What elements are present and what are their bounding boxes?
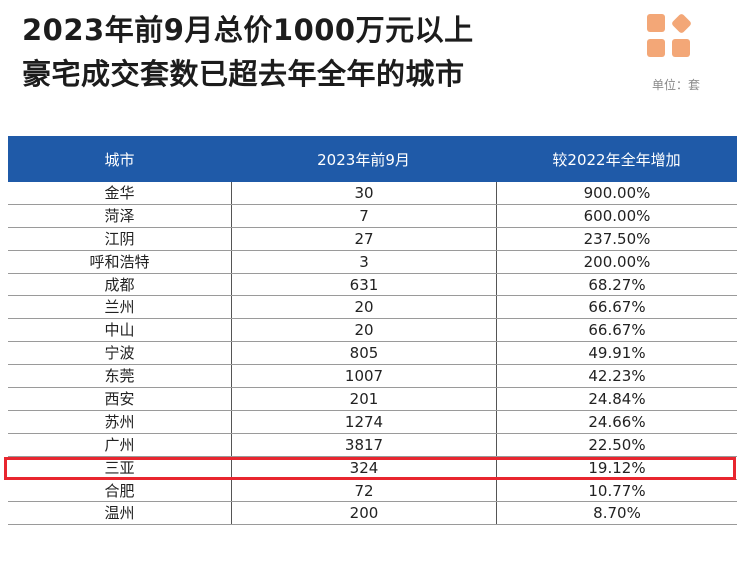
table-row: 东莞 1007 42.23% bbox=[8, 365, 737, 389]
title-line-2: 豪宅成交套数已超去年全年的城市 bbox=[22, 57, 465, 91]
brand-logo-icon bbox=[647, 12, 693, 60]
cell-increase: 42.23% bbox=[496, 365, 737, 388]
cell-city: 江阴 bbox=[104, 229, 135, 248]
cell-increase: 237.50% bbox=[496, 227, 737, 250]
cell-increase: 24.66% bbox=[496, 410, 737, 433]
cell-city: 温州 bbox=[104, 504, 135, 523]
table-row: 江阴 27 237.50% bbox=[8, 227, 737, 251]
table-row: 呼和浩特 3 200.00% bbox=[8, 250, 737, 274]
cell-city: 中山 bbox=[104, 321, 135, 340]
table-row: 菏泽 7 600.00% bbox=[8, 204, 737, 228]
unit-label: 单位：套 bbox=[652, 78, 701, 92]
table-row: 金华 30 900.00% bbox=[8, 182, 737, 205]
cell-count: 324 bbox=[231, 456, 496, 479]
cell-city: 广州 bbox=[104, 435, 135, 454]
table-row: 广州 3817 22.50% bbox=[8, 433, 737, 457]
cell-increase: 600.00% bbox=[496, 204, 737, 227]
cell-count: 7 bbox=[231, 204, 496, 227]
cell-count: 631 bbox=[231, 273, 496, 296]
cell-increase: 66.67% bbox=[496, 319, 737, 342]
cell-increase: 200.00% bbox=[496, 250, 737, 273]
cell-count: 200 bbox=[231, 502, 496, 525]
cell-city: 成都 bbox=[104, 275, 135, 294]
table-row: 温州 200 8.70% bbox=[8, 502, 737, 526]
table-header: 城市 2023年前9月 较2022年全年增加 bbox=[8, 136, 737, 182]
cell-city: 合肥 bbox=[104, 481, 135, 500]
cell-count: 1007 bbox=[231, 365, 496, 388]
logo-square-icon bbox=[647, 14, 665, 32]
cell-count: 30 bbox=[231, 182, 496, 204]
table-row: 中山 20 66.67% bbox=[8, 319, 737, 343]
column-header-city: 城市 bbox=[104, 150, 135, 169]
cell-city: 西安 bbox=[104, 390, 135, 409]
table-row: 苏州 1274 24.66% bbox=[8, 410, 737, 434]
page-title: 2023年前9月总价1000万元以上 豪宅成交套数已超去年全年的城市 bbox=[22, 8, 622, 96]
column-header-increase: 较2022年全年增加 bbox=[552, 150, 681, 169]
table-row: 宁波 805 49.91% bbox=[8, 342, 737, 366]
cell-count: 3 bbox=[231, 250, 496, 273]
cell-count: 72 bbox=[231, 479, 496, 502]
cell-city: 苏州 bbox=[104, 412, 135, 431]
cell-increase: 68.27% bbox=[496, 273, 737, 296]
cell-increase: 8.70% bbox=[496, 502, 737, 525]
cell-count: 27 bbox=[231, 227, 496, 250]
cell-city: 东莞 bbox=[104, 367, 135, 386]
column-header-count: 2023年前9月 bbox=[317, 150, 410, 169]
cell-increase: 22.50% bbox=[496, 433, 737, 456]
title-line-1: 2023年前9月总价1000万元以上 bbox=[22, 13, 474, 47]
cell-city: 菏泽 bbox=[104, 206, 135, 225]
cell-city: 宁波 bbox=[104, 344, 135, 363]
table-row: 合肥 72 10.77% bbox=[8, 479, 737, 503]
logo-diamond-icon bbox=[670, 12, 693, 35]
cell-city: 兰州 bbox=[104, 298, 135, 317]
table-body: 金华 30 900.00% 菏泽 7 600.00% 江阴 27 237.50% 呼和浩特 3 200… bbox=[8, 182, 737, 526]
cell-count: 20 bbox=[231, 319, 496, 342]
cell-count: 1274 bbox=[231, 410, 496, 433]
cell-increase: 49.91% bbox=[496, 342, 737, 365]
cell-count: 805 bbox=[231, 342, 496, 365]
table-row: 成都 631 68.27% bbox=[8, 273, 737, 297]
cell-count: 20 bbox=[231, 296, 496, 319]
data-table: 城市 2023年前9月 较2022年全年增加 金华 30 900.00% 菏泽 7 600… bbox=[8, 136, 737, 526]
cell-city: 呼和浩特 bbox=[89, 252, 150, 271]
cell-increase: 900.00% bbox=[496, 182, 737, 204]
cell-increase: 10.77% bbox=[496, 479, 737, 502]
cell-count: 3817 bbox=[231, 433, 496, 456]
table-row: 兰州 20 66.67% bbox=[8, 296, 737, 320]
logo-square-icon bbox=[647, 39, 665, 57]
cell-increase: 24.84% bbox=[496, 388, 737, 410]
logo-square-icon bbox=[672, 39, 690, 57]
cell-count: 201 bbox=[231, 388, 496, 410]
cell-increase: 66.67% bbox=[496, 296, 737, 319]
table-row: 西安 201 24.84% bbox=[8, 388, 737, 411]
cell-increase: 19.12% bbox=[496, 456, 737, 479]
cell-city: 金华 bbox=[104, 184, 135, 202]
cell-city: 三亚 bbox=[104, 458, 135, 477]
table-row: 三亚 324 19.12% bbox=[8, 456, 737, 480]
